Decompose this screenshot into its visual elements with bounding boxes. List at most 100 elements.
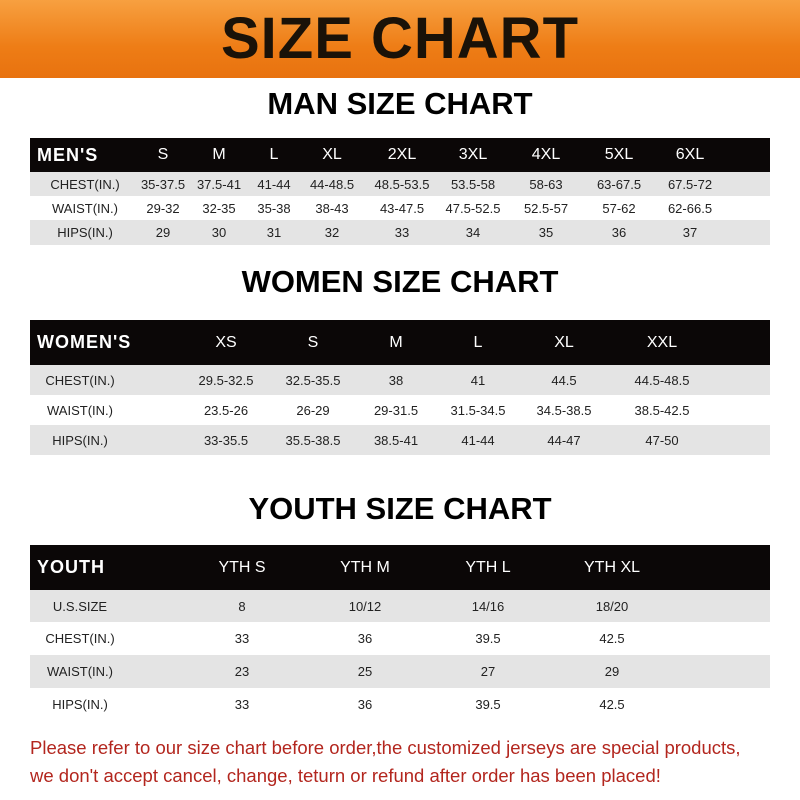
- banner-title: SIZE CHART: [221, 6, 579, 71]
- measurement-value: 29: [604, 664, 620, 679]
- measurement-value: 57-62: [602, 200, 636, 216]
- measurement-value: 42.5: [599, 696, 625, 712]
- measurement-value: 29-32: [146, 200, 180, 216]
- size-header-cell: 5XL: [604, 146, 634, 163]
- measurement-value: 67.5-72: [667, 176, 713, 192]
- table-row: HIPS(IN.) 29 30 31 32 33 34 35 36 37: [30, 220, 770, 245]
- measurement-value: 33: [234, 696, 250, 712]
- measurement-label: WAIST(IN.): [47, 664, 113, 679]
- measurement-value: 62-66.5: [667, 200, 713, 216]
- measurement-value: 48.5-53.5: [374, 176, 430, 192]
- measurement-value: 10/12: [348, 598, 382, 614]
- size-header-cell: YTH XL: [583, 558, 641, 576]
- table-row: WAIST(IN.) 29-32 32-35 35-38 38-43 43-47.5 47.…: [30, 196, 770, 220]
- measurement-value: 42.5: [599, 631, 625, 646]
- youth-chart-title: YOUTH SIZE CHART: [248, 491, 552, 526]
- measurement-value: 36: [611, 225, 627, 240]
- measurement-value: 35: [538, 225, 554, 240]
- size-header-cell: L: [473, 333, 483, 351]
- measurement-value: 38.5-41: [373, 432, 419, 448]
- table-row: WAIST(IN.) 23.5-26 26-29 29-31.5 31.5-34.5 34…: [30, 395, 770, 425]
- measurement-value: 14/16: [471, 598, 505, 614]
- measurement-value: 8: [238, 598, 246, 614]
- measurement-value: 53.5-58: [450, 176, 496, 192]
- measurement-value: 33: [394, 225, 410, 240]
- table-row: HIPS(IN.) 33 36 39.5 42.5: [30, 688, 770, 720]
- measurement-value: 23: [234, 664, 250, 679]
- measurement-value: 34: [465, 225, 481, 240]
- measurement-value: 23.5-26: [203, 402, 249, 418]
- measurement-label: WAIST(IN.): [47, 402, 113, 418]
- measurement-value: 38: [388, 372, 404, 388]
- measurement-value: 35-37.5: [140, 176, 186, 192]
- measurement-value: 37: [682, 225, 698, 240]
- table-category-label: WOMEN'S: [37, 332, 132, 352]
- table-category-label: YOUTH: [37, 557, 105, 577]
- measurement-label: WAIST(IN.): [52, 200, 118, 216]
- measurement-value: 32.5-35.5: [285, 372, 341, 388]
- measurement-value: 32: [324, 225, 340, 240]
- measurement-value: 29.5-32.5: [198, 372, 254, 388]
- table-header-row: WOMEN'S XS S M L XL XXL: [30, 320, 770, 365]
- size-header-cell: XL: [554, 333, 574, 351]
- size-header-cell: 3XL: [458, 146, 488, 163]
- measurement-value: 44-47: [547, 432, 581, 448]
- size-header-cell: S: [307, 333, 319, 351]
- measurement-value: 35.5-38.5: [285, 432, 341, 448]
- size-header-cell: 6XL: [675, 146, 705, 163]
- measurement-value: 58-63: [529, 176, 563, 192]
- size-header-cell: 2XL: [387, 146, 417, 163]
- size-header-cell: YTH M: [340, 558, 390, 576]
- measurement-value: 30: [211, 225, 227, 240]
- measurement-value: 47.5-52.5: [445, 200, 501, 216]
- table-row: CHEST(IN.) 33 36 39.5 42.5: [30, 622, 770, 655]
- measurement-value: 29-31.5: [373, 402, 419, 418]
- table-category-label: MEN'S: [37, 144, 99, 165]
- size-header-cell: XXL: [646, 333, 678, 351]
- size-header-cell: YTH L: [465, 558, 511, 576]
- measurement-value: 32-35: [202, 200, 236, 216]
- measurement-value: 39.5: [475, 631, 501, 646]
- table-row: HIPS(IN.) 33-35.5 35.5-38.5 38.5-41 41-44 44-…: [30, 425, 770, 455]
- measurement-value: 18/20: [595, 598, 629, 614]
- measurement-label: HIPS(IN.): [52, 432, 108, 448]
- table-row: CHEST(IN.) 29.5-32.5 32.5-35.5 38 41 44.5 44.5…: [30, 365, 770, 395]
- measurement-value: 52.5-57: [523, 200, 569, 216]
- size-chart-banner: SIZE CHART: [0, 0, 800, 78]
- table-header-row: YOUTH YTH S YTH M YTH L YTH XL: [30, 545, 770, 590]
- size-header-cell: M: [389, 333, 403, 351]
- measurement-label: CHEST(IN.): [45, 372, 115, 388]
- measurement-value: 41-44: [257, 176, 291, 192]
- men-chart-title: MAN SIZE CHART: [267, 86, 533, 121]
- notice-line-1: Please refer to our size chart before or…: [30, 737, 741, 758]
- youth-size-table: YOUTH YTH S YTH M YTH L YTH XL U.S.SIZE 8 10/12…: [30, 545, 770, 720]
- size-header-cell: L: [269, 146, 279, 163]
- measurement-value: 26-29: [296, 402, 330, 418]
- size-header-cell: YTH S: [218, 558, 266, 576]
- size-header-cell: M: [212, 146, 226, 163]
- table-row: WAIST(IN.) 23 25 27 29: [30, 655, 770, 688]
- measurement-value: 29: [155, 225, 171, 240]
- measurement-value: 36: [357, 631, 373, 646]
- measurement-label: HIPS(IN.): [57, 225, 113, 240]
- measurement-value: 34.5-38.5: [536, 402, 592, 418]
- size-header-cell: S: [157, 146, 169, 163]
- measurement-value: 38.5-42.5: [634, 402, 690, 418]
- measurement-value: 37.5-41: [196, 176, 242, 192]
- men-size-table: MEN'S S M L XL 2XL 3XL 4XL 5XL 6XL CHEST(IN.) 35-37…: [30, 138, 770, 245]
- measurement-value: 44.5-48.5: [634, 372, 690, 388]
- measurement-value: 36: [357, 696, 373, 712]
- table-row: CHEST(IN.) 35-37.5 37.5-41 41-44 44-48.5 48.5…: [30, 172, 770, 196]
- measurement-value: 41: [470, 372, 486, 388]
- measurement-label: U.S.SIZE: [52, 598, 108, 614]
- measurement-label: CHEST(IN.): [50, 176, 120, 192]
- measurement-value: 33: [234, 631, 250, 646]
- size-header-cell: XL: [322, 146, 342, 163]
- measurement-value: 38-43: [315, 200, 349, 216]
- table-row: U.S.SIZE 8 10/12 14/16 18/20: [30, 590, 770, 622]
- measurement-value: 44-48.5: [309, 176, 355, 192]
- size-header-cell: XS: [215, 333, 237, 351]
- measurement-value: 63-67.5: [596, 176, 642, 192]
- measurement-value: 35-38: [257, 200, 291, 216]
- measurement-value: 31: [266, 225, 282, 240]
